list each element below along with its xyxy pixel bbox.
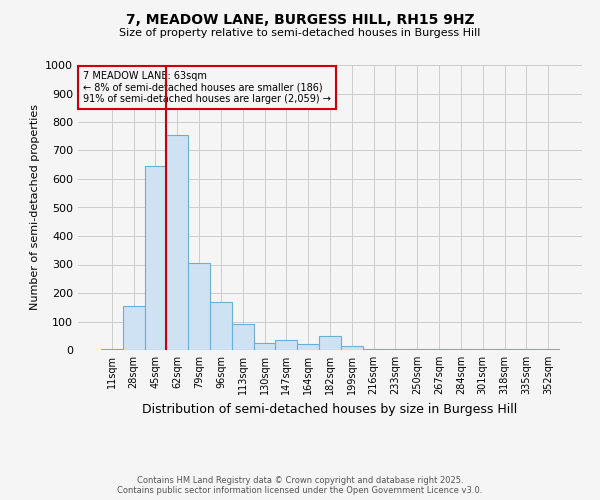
Y-axis label: Number of semi-detached properties: Number of semi-detached properties [29,104,40,310]
Bar [254,343,275,350]
Bar [123,306,145,350]
Text: Contains HM Land Registry data © Crown copyright and database right 2025.
Contai: Contains HM Land Registry data © Crown c… [118,476,482,495]
Text: 7 MEADOW LANE: 63sqm
← 8% of semi-detached houses are smaller (186)
91% of semi-: 7 MEADOW LANE: 63sqm ← 8% of semi-detach… [83,70,331,104]
Bar [363,348,385,350]
Bar [101,349,123,350]
X-axis label: Distribution of semi-detached houses by size in Burgess Hill: Distribution of semi-detached houses by … [142,402,518,415]
Bar [166,135,188,350]
Bar [210,302,232,350]
Bar [341,346,363,350]
Text: 7, MEADOW LANE, BURGESS HILL, RH15 9HZ: 7, MEADOW LANE, BURGESS HILL, RH15 9HZ [125,12,475,26]
Bar [232,324,254,350]
Bar [188,263,210,350]
Bar [275,340,297,350]
Text: Size of property relative to semi-detached houses in Burgess Hill: Size of property relative to semi-detach… [119,28,481,38]
Bar [319,336,341,350]
Bar [145,166,166,350]
Bar [385,348,406,350]
Bar [297,344,319,350]
